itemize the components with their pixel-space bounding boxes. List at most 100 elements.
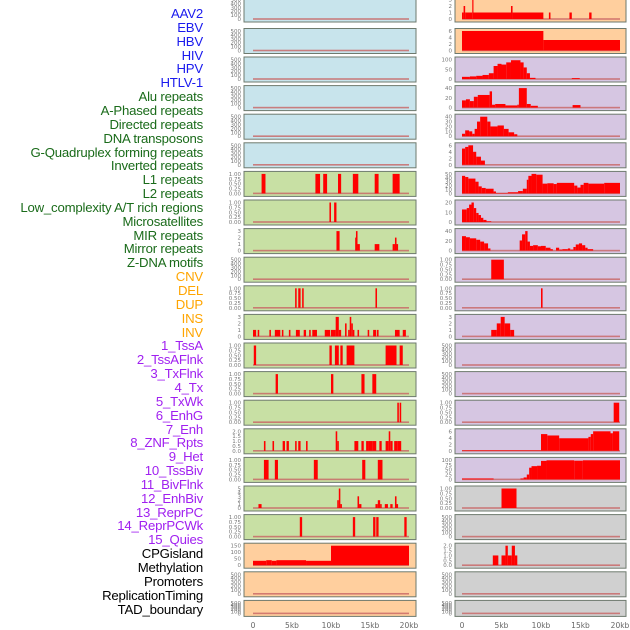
y-tick-label: 0.0: [232, 449, 241, 455]
data-bar: [517, 104, 519, 108]
baseline: [253, 307, 409, 309]
data-bar: [588, 436, 591, 451]
y-tick-label: 500: [231, 601, 242, 607]
x-tick-label: 10kb: [322, 621, 341, 630]
data-bar: [501, 555, 506, 566]
y-tick-label: 40: [445, 229, 452, 235]
y-tick-label: 400: [442, 519, 453, 525]
y-tick-label: 200: [231, 269, 242, 275]
data-bar: [529, 467, 532, 480]
data-bar: [518, 88, 527, 108]
y-tick-label: 0: [449, 535, 453, 541]
track-label: DEL: [177, 283, 203, 298]
data-bar: [257, 329, 260, 337]
data-bar: [537, 246, 541, 251]
y-tick-label: 0.75: [229, 177, 242, 183]
y-tick-label: 1.00: [440, 487, 453, 493]
data-bar: [477, 94, 490, 108]
data-bar: [536, 174, 543, 194]
data-bar: [462, 31, 544, 51]
data-bar: [612, 431, 620, 451]
data-bar: [465, 99, 470, 108]
data-bar: [556, 247, 560, 251]
y-tick-label: 1.00: [229, 344, 242, 350]
y-tick-label: 0.75: [229, 520, 242, 526]
data-bar: [522, 234, 526, 251]
y-tick-label: 1.0: [232, 439, 241, 445]
data-bar: [492, 555, 499, 566]
y-tick-label: 0.75: [229, 291, 242, 297]
y-tick-label: 50: [445, 468, 452, 474]
track-panel: 0.000.250.500.751.00: [440, 285, 627, 312]
y-tick-label: 500: [231, 115, 242, 121]
y-tick-label: 100: [231, 273, 242, 279]
y-tick-label: 0: [449, 220, 453, 226]
track-panel: 0.000.250.500.751.00: [229, 514, 417, 541]
data-bar: [476, 156, 481, 165]
data-bar: [345, 323, 347, 337]
data-bar: [480, 241, 485, 251]
data-bar: [361, 374, 365, 394]
data-bar: [588, 183, 605, 194]
track-label: Alu repeats: [138, 89, 203, 105]
track-label: 5_TxWk: [155, 393, 203, 409]
track-label: 6_EnhG: [155, 407, 203, 423]
data-bar: [375, 504, 378, 508]
panel-background: [454, 571, 627, 598]
y-tick-label: 0: [238, 163, 242, 169]
data-bar: [323, 173, 328, 194]
y-tick-label: 0.50: [229, 525, 242, 531]
y-tick-label: 0.75: [229, 377, 242, 383]
y-tick-label: 0.50: [229, 410, 242, 416]
y-tick-label: 50: [445, 172, 452, 178]
baseline: [253, 478, 409, 481]
track-label: 13_ReprPC: [135, 504, 203, 520]
data-bar: [359, 504, 362, 508]
data-bar: [366, 441, 369, 451]
baseline: [462, 78, 620, 80]
x-tick-label: 0: [251, 621, 256, 630]
data-bar: [309, 329, 311, 337]
y-tick-label: 40: [445, 86, 452, 92]
y-tick-label: 1.00: [440, 401, 453, 407]
data-bar: [399, 345, 403, 365]
y-tick-label: 3: [238, 229, 242, 235]
y-tick-label: 2.0: [443, 544, 452, 550]
y-tick-label: 500: [442, 372, 453, 378]
data-bar: [465, 177, 469, 194]
y-tick-label: 1.00: [229, 201, 242, 207]
baseline: [462, 278, 620, 280]
panel-background: [243, 85, 417, 112]
y-tick-label: 0: [238, 77, 242, 83]
data-bar: [545, 247, 551, 251]
data-bar: [468, 178, 476, 194]
baseline: [462, 478, 620, 481]
y-tick-label: 0.00: [440, 506, 453, 512]
baseline: [253, 106, 409, 109]
data-bar: [480, 160, 485, 165]
data-bar: [492, 104, 496, 108]
y-tick-label: 0.00: [229, 420, 242, 426]
y-tick-label: 2: [238, 498, 242, 504]
data-bar: [340, 504, 342, 508]
data-bar: [462, 450, 541, 451]
y-tick-label: 0.5: [443, 558, 452, 564]
data-bar: [556, 182, 575, 194]
y-tick-label: 1.00: [229, 172, 242, 178]
x-tick-label: 0: [460, 621, 465, 630]
track-label: A-Phased repeats: [100, 102, 204, 118]
y-tick-label: 0: [449, 392, 453, 398]
y-tick-label: 4: [449, 436, 453, 442]
track-panel: 0.000.250.500.751.00: [229, 199, 417, 226]
data-bar: [580, 184, 584, 194]
baseline: [462, 164, 620, 166]
panel-background: [243, 285, 417, 312]
data-bar: [469, 204, 472, 222]
data-bar: [510, 329, 515, 337]
y-tick-label: 0.75: [440, 291, 453, 297]
y-tick-label: 0: [449, 77, 453, 83]
